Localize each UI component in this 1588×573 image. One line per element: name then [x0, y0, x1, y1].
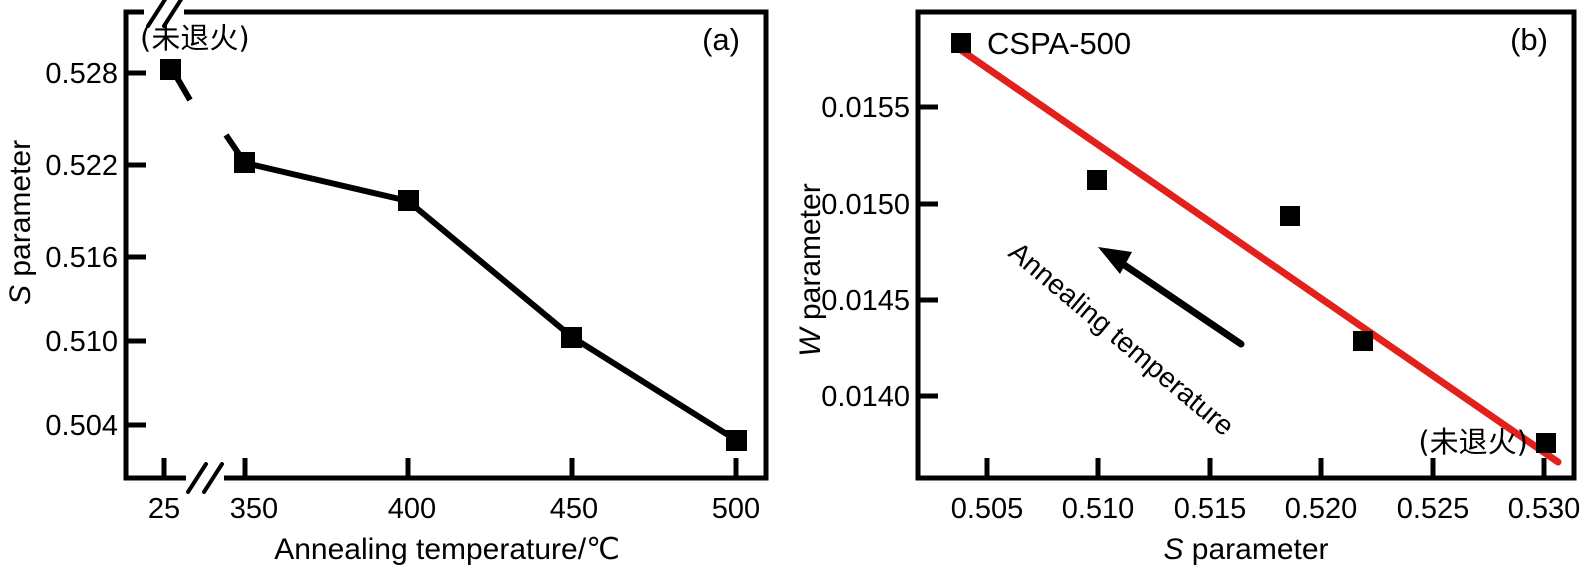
panel-b-y-axis-symbol: W — [794, 326, 827, 357]
panel-a-y-ticks — [126, 70, 146, 428]
panel-a-y-tick-label: 0.528 — [45, 58, 118, 90]
panel-b-x-tick-label: 0.525 — [1397, 493, 1470, 525]
panel-a-data-point — [561, 327, 582, 348]
panel-b-y-tick-label: 0.0155 — [821, 92, 910, 124]
panel-b-annealing-arrow — [1098, 247, 1245, 348]
panel-a-x-tick-label: 500 — [712, 493, 760, 525]
panel-b-svg: W parameter 0.0155 0.0150 0.0145 0.0140 — [794, 9, 1581, 566]
panel-a-y-tick-label: 0.516 — [45, 242, 118, 274]
panel-b-x-tick-label: 0.505 — [951, 493, 1024, 525]
panel-a-y-axis-title: S parameter — [4, 140, 37, 305]
panel-b-data-point — [1536, 433, 1556, 453]
panel-a-svg: S parameter 0.528 0.522 — [4, 0, 769, 566]
panel-a-x-tick-label: 450 — [550, 493, 598, 525]
panel-a-data-point — [726, 430, 747, 451]
panel-b-x-tick-label: 0.530 — [1508, 493, 1581, 525]
panel-b-data-markers — [951, 33, 1556, 453]
panel-b-x-tick-label: 0.510 — [1062, 493, 1135, 525]
panel-b-legend: CSPA-500 — [953, 26, 1131, 61]
panel-a-x-axis-title: Annealing temperature/℃ — [274, 533, 620, 566]
panel-a-unannealed-note: (未退火) — [140, 21, 250, 55]
panel-a-data-point — [160, 59, 181, 80]
panel-a-y-tick-label: 0.510 — [45, 326, 118, 358]
panel-b-x-axis-rest: parameter — [1183, 533, 1328, 566]
panel-a-x-ticks — [161, 458, 739, 478]
svg-text:S parameter: S parameter — [4, 140, 37, 305]
panel-a-y-tick-label: 0.522 — [45, 150, 118, 182]
panel-b-y-tick-label: 0.0150 — [821, 189, 910, 221]
panel-a-label: (a) — [702, 22, 740, 57]
panel-b-y-axis-rest: parameter — [794, 183, 827, 328]
panel-b-y-tick-labels: 0.0155 0.0150 0.0145 0.0140 — [821, 92, 910, 413]
panel-a-y-tick-label: 0.504 — [45, 410, 118, 442]
panel-b-y-axis-title: W parameter — [794, 183, 827, 356]
panel-b-plot-frame — [915, 9, 1577, 481]
panel-b-y-tick-label: 0.0145 — [821, 285, 910, 317]
panel-a-y-axis-symbol: S — [4, 285, 37, 305]
panel-b-fit-line — [954, 44, 1562, 466]
svg-text:W parameter: W parameter — [794, 183, 827, 356]
panel-a-y-tick-labels: 0.528 0.522 0.516 0.510 0.504 — [45, 58, 118, 442]
panel-b: W parameter 0.0155 0.0150 0.0145 0.0140 — [790, 0, 1588, 573]
panel-b-y-tick-label: 0.0140 — [821, 381, 910, 413]
panel-a-x-axis-title-main: Annealing temperature/ — [274, 533, 587, 566]
panel-b-data-point — [1353, 331, 1373, 351]
panel-a-y-axis-rest: parameter — [4, 140, 37, 285]
panel-a-x-tick-label: 350 — [230, 493, 278, 525]
panel-b-x-axis-symbol: S — [1163, 533, 1183, 566]
panel-b-x-ticks — [984, 458, 1547, 478]
panel-a-x-axis-unit: ℃ — [586, 533, 620, 566]
panel-a-data-point — [398, 190, 419, 211]
panel-b-x-tick-labels: 0.505 0.510 0.515 0.520 0.525 0.530 — [951, 493, 1581, 525]
panel-a-x-tick-labels: 25 350 400 450 500 — [148, 493, 760, 525]
panel-b-data-point — [1087, 170, 1107, 190]
panel-b-legend-label: CSPA-500 — [987, 26, 1131, 61]
arrow-head-icon — [1098, 247, 1132, 274]
panel-a-x-tick-label: 400 — [388, 493, 436, 525]
panel-b-x-tick-label: 0.515 — [1174, 493, 1247, 525]
panel-b-data-point — [1280, 206, 1300, 226]
panel-b-y-ticks — [918, 104, 938, 399]
panel-a-data-line — [244, 160, 738, 443]
legend-marker-icon — [953, 35, 969, 51]
panel-a-x-tick-label: 25 — [148, 493, 180, 525]
panel-b-x-axis-title: S parameter — [1163, 533, 1328, 566]
panel-a-data-markers — [160, 59, 747, 451]
panel-b-unannealed-note: (未退火) — [1418, 425, 1528, 459]
panel-a-top-axis-break-icon — [144, 0, 184, 28]
panel-a: S parameter 0.528 0.522 — [0, 0, 790, 573]
panel-a-plot-frame — [123, 9, 769, 481]
panel-b-label: (b) — [1510, 22, 1548, 57]
panel-a-bottom-axis-break-icon — [186, 462, 224, 494]
panel-b-x-tick-label: 0.520 — [1285, 493, 1358, 525]
panel-a-data-point — [234, 152, 255, 173]
